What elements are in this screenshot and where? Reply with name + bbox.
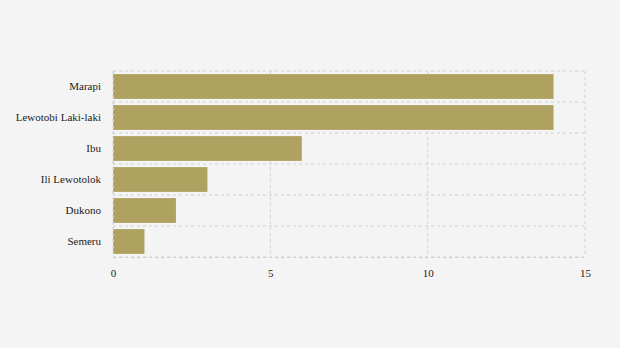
axis-line [113, 72, 114, 258]
grid [113, 71, 585, 257]
band-line [113, 195, 585, 196]
bar [113, 105, 554, 130]
tick-label: Lewotobi Laki-laki [16, 111, 101, 123]
tick: 5 [268, 257, 274, 279]
axis-line [114, 257, 586, 258]
bar [113, 167, 207, 192]
grid-line [113, 71, 114, 257]
tick-label: 0 [111, 267, 117, 279]
value-axis: 0 5 10 15 [111, 257, 592, 279]
tick-label: Marapi [69, 80, 101, 92]
tick-label: Dukono [66, 204, 102, 216]
band-line [113, 133, 585, 134]
tick-label: 10 [423, 267, 435, 279]
tick: 15 [580, 257, 592, 279]
tick: Semeru [67, 235, 113, 247]
bars [113, 74, 554, 254]
tick-label: Ili Lewotolok [41, 173, 102, 185]
tick-label: Ibu [86, 142, 101, 154]
tick: 10 [423, 257, 435, 279]
tick: 0 [111, 257, 117, 279]
bar [113, 74, 554, 99]
tick: Marapi [69, 80, 113, 92]
band-line [113, 164, 585, 165]
bar [113, 136, 302, 161]
bar [113, 198, 176, 223]
plot: 0 5 10 15 Marapi Lewotobi Laki-laki Ibu Ili Lew… [16, 71, 592, 279]
chart: 0 5 10 15 Marapi Lewotobi Laki-laki Ibu Ili Lew… [0, 0, 620, 348]
tick-label: 5 [268, 267, 274, 279]
band-line [113, 257, 585, 258]
bar [113, 229, 144, 254]
tick: Ili Lewotolok [41, 173, 113, 185]
category-axis: Marapi Lewotobi Laki-laki Ibu Ili Lewotolok… [16, 72, 114, 258]
tick: Lewotobi Laki-laki [16, 111, 113, 123]
tick: Dukono [66, 204, 113, 216]
tick-label: Semeru [67, 235, 101, 247]
tick-label: 15 [580, 267, 592, 279]
tick: Ibu [86, 142, 113, 154]
band-line [113, 71, 585, 72]
band-line [113, 102, 585, 103]
band-line [113, 226, 585, 227]
